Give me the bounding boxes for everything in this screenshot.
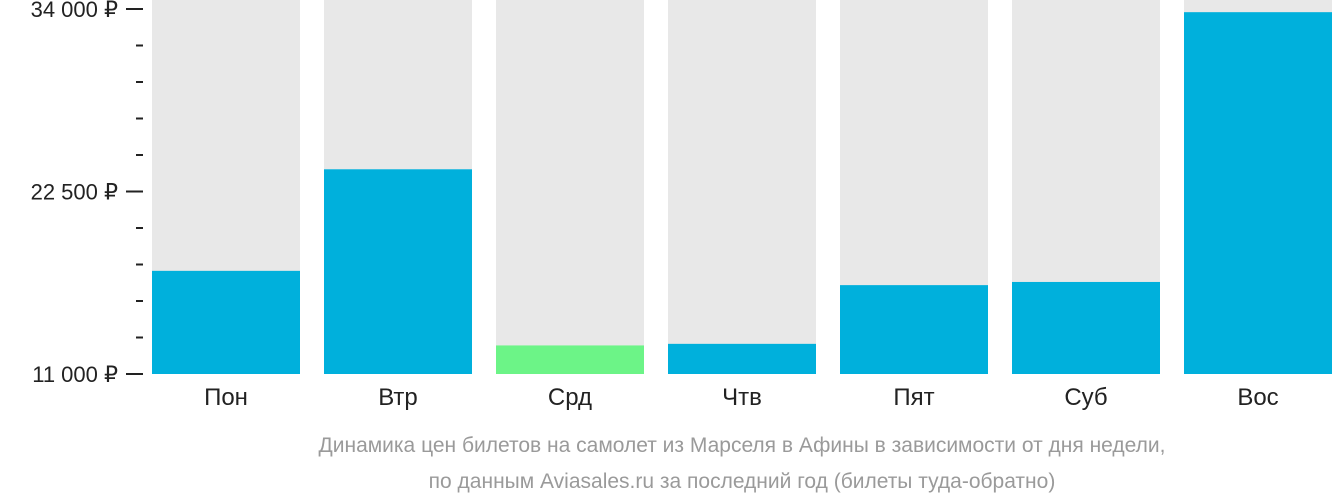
- chart-caption-line-1: Динамика цен билетов на самолет из Марсе…: [319, 434, 1166, 457]
- value-bars: [152, 12, 1332, 374]
- bar-2: [496, 345, 644, 374]
- bar-5: [1012, 281, 1160, 374]
- y-tick-label-2: 34 000 ₽: [31, 0, 118, 22]
- bar-6: [1184, 12, 1332, 374]
- y-tick-label-0: 11 000 ₽: [32, 362, 118, 387]
- bar-background-2: [496, 0, 644, 374]
- bar-0: [152, 270, 300, 374]
- bar-1: [324, 169, 472, 374]
- y-tick-label-1: 22 500 ₽: [31, 180, 118, 205]
- x-tick-label-2: Срд: [548, 384, 592, 411]
- x-tick-label-3: Чтв: [722, 384, 762, 411]
- x-tick-label-6: Вос: [1237, 384, 1278, 411]
- x-tick-label-5: Суб: [1064, 384, 1107, 411]
- bar-4: [840, 285, 988, 374]
- chart-caption-line-2: по данным Aviasales.ru за последний год …: [429, 470, 1056, 493]
- x-tick-label-1: Втр: [378, 384, 418, 411]
- x-tick-label-0: Пон: [204, 384, 248, 411]
- bar-background-3: [668, 0, 816, 374]
- x-tick-label-4: Пят: [893, 384, 934, 411]
- bar-3: [668, 343, 816, 374]
- x-axis-labels: Пон Втр Срд Чтв Пят Суб Вос: [204, 384, 1279, 411]
- y-axis: 11 000 ₽ 22 500 ₽ 34 000 ₽: [31, 0, 143, 387]
